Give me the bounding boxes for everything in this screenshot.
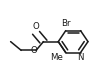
Text: Br: Br	[61, 19, 70, 28]
Text: N: N	[77, 53, 84, 62]
Text: O: O	[30, 46, 37, 55]
Text: Me: Me	[50, 53, 63, 62]
Text: O: O	[33, 22, 39, 31]
